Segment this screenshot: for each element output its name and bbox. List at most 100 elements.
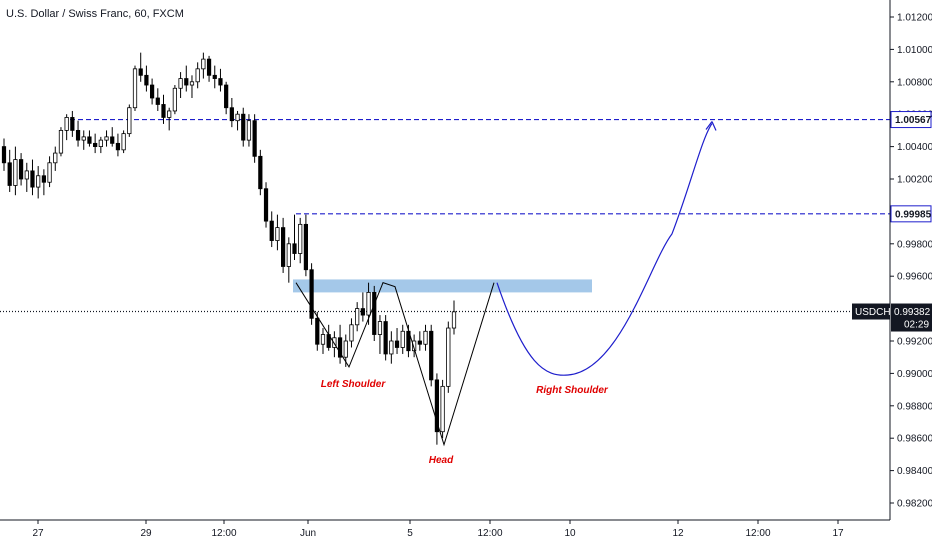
y-tick-label: 0.98800 bbox=[897, 401, 932, 412]
x-tick-label: 12:00 bbox=[211, 528, 236, 539]
y-tick-label: 0.98600 bbox=[897, 434, 932, 445]
candle-body bbox=[212, 74, 217, 79]
candle-body bbox=[155, 97, 160, 105]
level-tag-label: 1.00567 bbox=[895, 115, 932, 126]
left-shoulder-label: Left Shoulder bbox=[321, 379, 387, 390]
candle-body bbox=[343, 340, 348, 358]
candle-body bbox=[149, 84, 155, 99]
candle-body bbox=[286, 243, 291, 267]
right-shoulder-label: Right Shoulder bbox=[536, 385, 609, 396]
candle-body bbox=[206, 58, 212, 76]
candle-body bbox=[377, 321, 383, 335]
y-tick-label: 1.01200 bbox=[897, 13, 932, 24]
candle-body bbox=[372, 291, 377, 335]
candle-body bbox=[252, 120, 257, 157]
level-tag bbox=[890, 111, 932, 129]
candle-body bbox=[303, 223, 309, 271]
candle-body bbox=[121, 133, 126, 151]
level-tag bbox=[890, 205, 932, 223]
y-tick-label: 1.00800 bbox=[897, 77, 932, 88]
candle-body bbox=[241, 113, 246, 141]
candle-body bbox=[281, 227, 286, 267]
candle-body bbox=[320, 334, 326, 345]
candle-body bbox=[93, 142, 98, 148]
candle-body bbox=[195, 68, 200, 83]
candle-body bbox=[263, 188, 269, 222]
candle-body bbox=[115, 142, 121, 151]
price-tag bbox=[891, 303, 932, 332]
y-tick-label: 0.98200 bbox=[897, 499, 932, 510]
candle-body bbox=[366, 291, 371, 316]
candle-body bbox=[337, 337, 343, 358]
candle-body bbox=[53, 152, 58, 164]
candle-body bbox=[87, 136, 92, 144]
chart-title: U.S. Dollar / Swiss Franc, 60, FXCM bbox=[6, 8, 184, 20]
candle-body bbox=[235, 113, 240, 122]
y-tick-label: 0.99000 bbox=[897, 369, 932, 380]
x-tick-label: 27 bbox=[32, 528, 44, 539]
candle-body bbox=[161, 104, 166, 118]
candle-body bbox=[144, 74, 149, 86]
candle-body bbox=[201, 58, 206, 70]
x-tick-label: 17 bbox=[832, 528, 844, 539]
candle-body bbox=[275, 227, 280, 241]
x-tick-label: 12:00 bbox=[477, 528, 502, 539]
candle-body bbox=[349, 324, 354, 342]
candle-body bbox=[36, 175, 41, 188]
candle-body bbox=[440, 385, 445, 433]
y-tick-label: 0.99200 bbox=[897, 337, 932, 348]
candle-body bbox=[229, 107, 234, 122]
candle-body bbox=[104, 136, 109, 141]
candle-body bbox=[184, 78, 189, 86]
projection-arrowhead bbox=[705, 121, 717, 131]
candle-body bbox=[24, 170, 29, 180]
candle-body bbox=[417, 340, 422, 345]
candle-body bbox=[58, 129, 64, 154]
candle-body bbox=[389, 340, 394, 355]
y-tick-label: 0.99600 bbox=[897, 272, 932, 283]
y-tick-label: 1.01000 bbox=[897, 45, 932, 56]
candle-body bbox=[258, 155, 263, 190]
projection-curve bbox=[496, 123, 713, 376]
price-tag-label: 0.99382 bbox=[894, 307, 931, 318]
candle-body bbox=[423, 330, 428, 345]
candle-body bbox=[451, 311, 457, 329]
candle-body bbox=[47, 162, 52, 183]
candle-body bbox=[355, 308, 360, 326]
x-tick-label: 12:00 bbox=[745, 528, 770, 539]
candle-body bbox=[178, 78, 183, 89]
head-label: Head bbox=[429, 455, 454, 466]
y-tick-label: 0.99800 bbox=[897, 239, 932, 250]
candle-body bbox=[412, 340, 417, 352]
candle-body bbox=[246, 120, 252, 141]
candle-body bbox=[394, 340, 400, 348]
candle-body bbox=[75, 129, 81, 141]
candle-body bbox=[383, 321, 388, 355]
candle-body bbox=[1, 146, 7, 164]
candle-body bbox=[127, 107, 132, 135]
x-tick-label: 12 bbox=[672, 528, 684, 539]
candle-body bbox=[172, 87, 177, 112]
candle-body bbox=[81, 136, 86, 141]
x-tick-label: 29 bbox=[140, 528, 152, 539]
candle-body bbox=[64, 117, 69, 131]
candle-body bbox=[41, 175, 46, 183]
candle-body bbox=[13, 159, 18, 186]
candle-body bbox=[429, 330, 434, 381]
candle-body bbox=[98, 139, 103, 147]
level-tag-label: 0.99985 bbox=[895, 209, 932, 220]
candle-body bbox=[132, 68, 138, 109]
candle-body bbox=[189, 81, 195, 86]
neckline-zone bbox=[293, 279, 592, 293]
symbol-tag-label: USDCHF bbox=[855, 307, 897, 318]
candle-body bbox=[167, 110, 172, 118]
candle-body bbox=[224, 84, 229, 109]
candle-body bbox=[269, 220, 274, 241]
x-tick-label: 5 bbox=[407, 528, 413, 539]
candle-body bbox=[70, 117, 75, 131]
candle-body bbox=[138, 68, 143, 76]
candle-body bbox=[30, 170, 35, 188]
y-tick-label: 1.00200 bbox=[897, 175, 932, 186]
